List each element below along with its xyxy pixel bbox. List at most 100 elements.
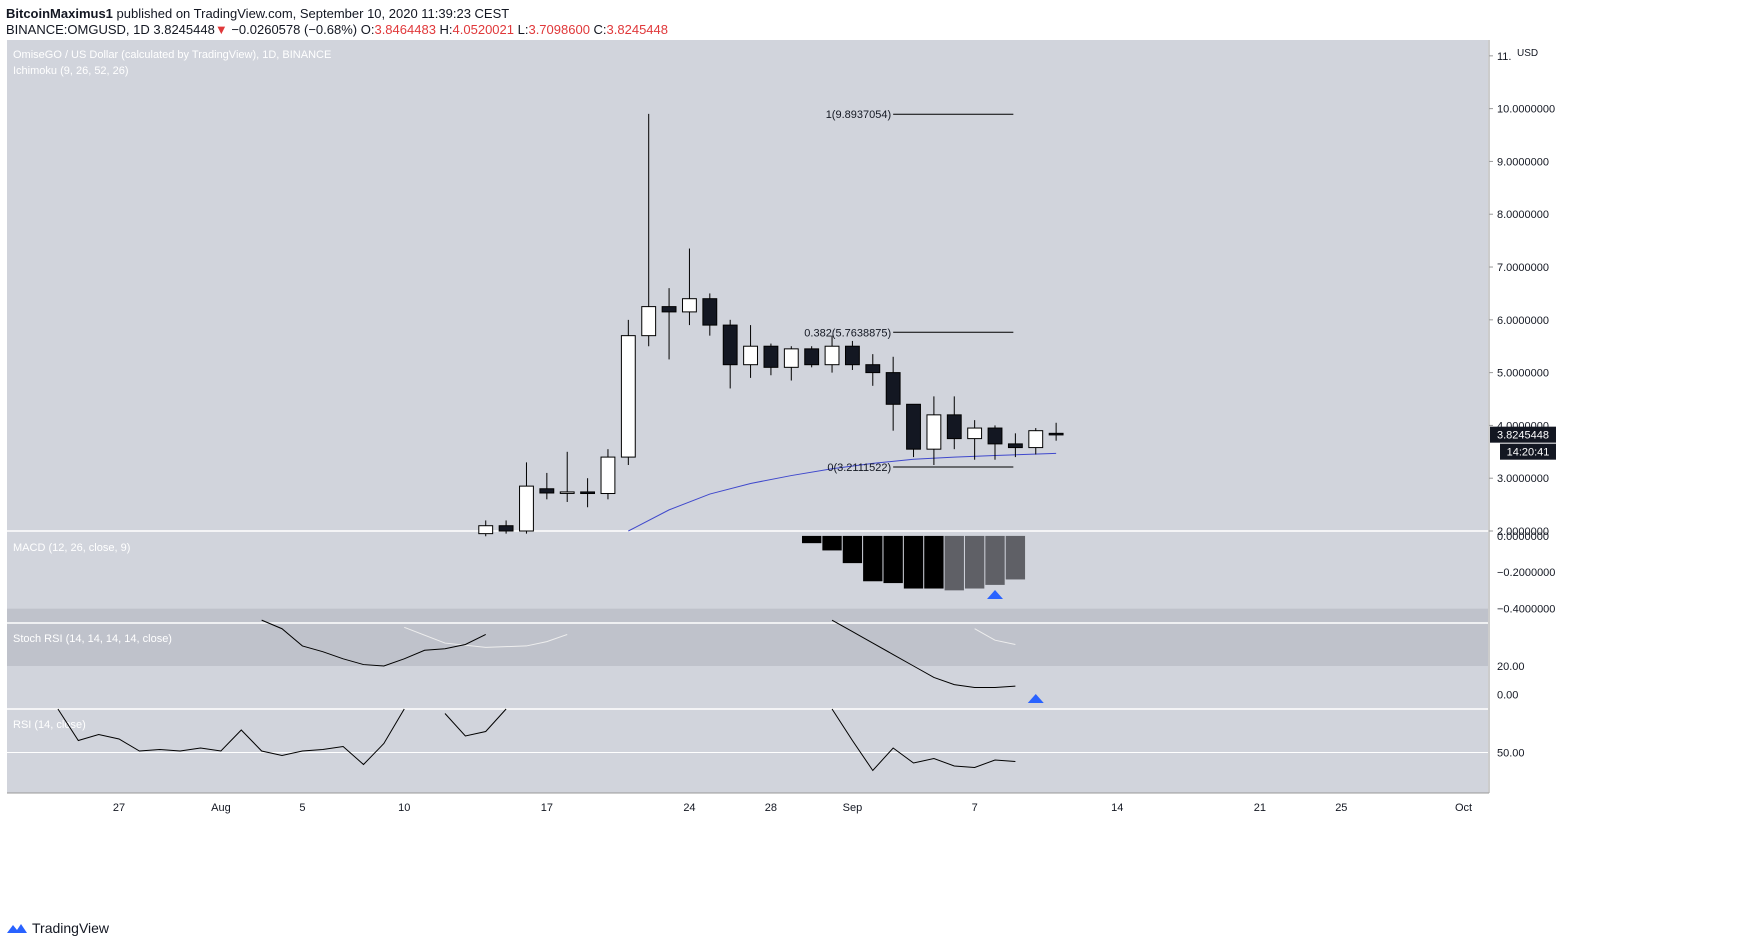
candle-body (519, 485, 534, 532)
footer-brand: TradingView (6, 920, 109, 936)
price-change: −0.0260578 (−0.68%) (231, 22, 358, 37)
ichimoku-line (628, 452, 1057, 532)
price-tick-label: 3.0000000 (1497, 473, 1549, 485)
candle-body (946, 414, 962, 440)
candle-body (844, 345, 860, 366)
price-tick-label: 2.0000000 (1497, 526, 1549, 538)
fib-level-label: 0.382(5.7638875) (804, 327, 891, 339)
time-tick-label: 24 (683, 802, 695, 814)
candle-body (783, 348, 799, 368)
indicator-label: Ichimoku (9, 26, 52, 26) (13, 65, 129, 77)
change-arrow: ▼ (214, 22, 228, 37)
time-axis-area (7, 793, 1742, 819)
price-tick-label: 8.0000000 (1497, 209, 1549, 221)
rsi-line (831, 708, 1016, 772)
stoch-k-line (831, 619, 1016, 688)
brand-name[interactable]: TradingView (32, 920, 110, 936)
candle-body (865, 364, 881, 374)
stoch-d-line (974, 628, 1016, 645)
candle-body (498, 525, 514, 532)
stoch-k-line (261, 619, 486, 667)
rsi-tick-label: 50.00 (1497, 748, 1525, 760)
macd-histogram-bar (842, 535, 863, 564)
open-value: 3.8464483 (374, 22, 436, 37)
low-label: L: (517, 22, 529, 37)
candle-body (682, 298, 697, 313)
candle-body (722, 324, 738, 366)
macd-histogram-bar (822, 535, 842, 551)
macd-histogram-bar (944, 535, 964, 591)
price-tick-label: 10.0000000 (1497, 104, 1555, 116)
candle-body (926, 414, 942, 450)
macd-histogram-bar (985, 535, 1005, 585)
candle-body (1007, 443, 1023, 449)
tradingview-logo-icon (7, 924, 27, 933)
candle-body (539, 488, 555, 494)
symbol-label: BINANCE:OMGUSD, 1D (6, 22, 150, 37)
open-label: O: (360, 22, 375, 37)
stoch-tick-label: 0.00 (1497, 690, 1518, 702)
macd-histogram-bar (1005, 535, 1026, 580)
chart-title: OmiseGO / US Dollar (calculated by Tradi… (13, 49, 331, 61)
countdown-badge (1500, 443, 1556, 460)
price-tick-label: 11. (1497, 51, 1511, 63)
time-tick-label: 27 (113, 802, 125, 814)
time-tick-label: 25 (1335, 802, 1347, 814)
countdown-label: 14:20:41 (1507, 447, 1550, 459)
price-tick-label: 9.0000000 (1497, 156, 1549, 168)
high-value: 4.0520021 (452, 22, 514, 37)
close-value: 3.8245448 (606, 22, 668, 37)
candle-body (906, 403, 921, 450)
fib-level-label: 1(9.8937054) (826, 109, 891, 121)
fib-level-label: 0(3.2111522) (827, 462, 891, 474)
rsi-line (57, 708, 405, 766)
plot-area (7, 40, 1488, 793)
macd-tick-label: −0.2000000 (1497, 567, 1555, 579)
last-price-badge (1490, 426, 1556, 443)
time-tick-label: 5 (299, 802, 305, 814)
time-tick-label: Oct (1455, 802, 1472, 814)
candle-body (559, 491, 575, 494)
stoch-tick-label: 20.00 (1497, 661, 1525, 673)
last-price-label: 3.8245448 (1497, 430, 1549, 442)
rsi-title: RSI (14, close) (13, 719, 86, 731)
time-tick-label: 7 (972, 802, 978, 814)
close-label: C: (593, 22, 607, 37)
publish-info: published on TradingView.com, September … (116, 6, 510, 21)
time-tick-label: 17 (541, 802, 553, 814)
price-tick-label: 5.0000000 (1497, 368, 1549, 380)
candle-body (661, 306, 677, 313)
time-tick-label: 14 (1111, 802, 1123, 814)
stoch-up-marker (1027, 694, 1044, 703)
candle-body (620, 335, 636, 458)
candle-body (763, 345, 779, 368)
author-name[interactable]: BitcoinMaximus1 (6, 6, 113, 21)
candle-body (580, 491, 596, 495)
candle-body (824, 345, 840, 366)
chart-header-author: BitcoinMaximus1 published on TradingView… (6, 6, 509, 21)
candle-body (804, 348, 820, 366)
macd-histogram-bar (903, 535, 924, 589)
macd-title: MACD (12, 26, close, 9) (13, 542, 130, 554)
candle-body (478, 525, 494, 535)
macd-histogram-bar (883, 535, 903, 584)
macd-histogram-bar (801, 535, 822, 544)
candle-body (1048, 432, 1064, 436)
candle-body (641, 306, 657, 337)
stoch-d-line (404, 626, 568, 648)
price-tick-label: 7.0000000 (1497, 262, 1549, 274)
candle-body (600, 456, 616, 495)
macd-histogram-bar (964, 535, 985, 589)
chart-header-ohlc: BINANCE:OMGUSD, 1D 3.8245448▼ −0.0260578… (6, 22, 668, 37)
last-price: 3.8245448 (153, 22, 215, 37)
macd-histogram-bar (863, 535, 883, 582)
time-tick-label: 21 (1254, 802, 1266, 814)
time-tick-label: 10 (398, 802, 410, 814)
macd-up-marker (987, 590, 1004, 599)
candle-body (885, 372, 901, 405)
candle-body (987, 427, 1003, 445)
candle-body (1028, 430, 1044, 449)
time-tick-label: 28 (765, 802, 777, 814)
candle-body (702, 298, 718, 326)
